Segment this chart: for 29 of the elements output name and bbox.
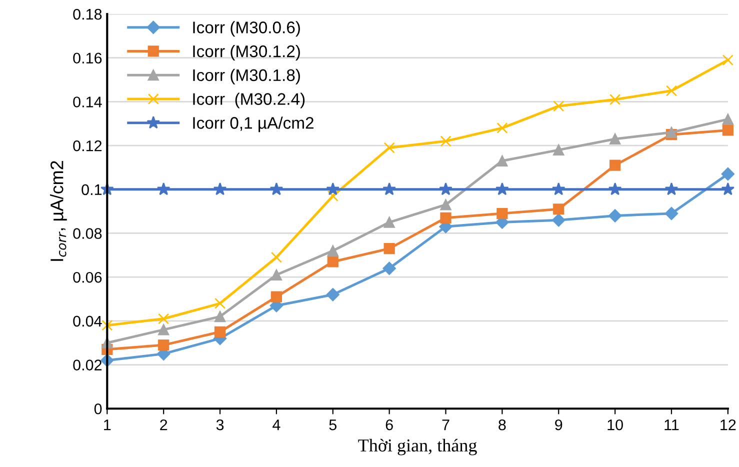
x-axis-title: Thời gian, tháng bbox=[358, 438, 477, 456]
y-axis-title: I$_{corr}$, µA/cm2 bbox=[50, 161, 67, 261]
y-tick-label: 0.16 bbox=[73, 52, 102, 64]
x-tick-label: 8 bbox=[498, 419, 506, 430]
y-tick-label: 0.12 bbox=[73, 140, 102, 152]
x-tick-label: 9 bbox=[555, 419, 562, 430]
y-tick-label: 0.06 bbox=[73, 272, 102, 283]
y-tick-label: 0 bbox=[94, 403, 102, 414]
legend-label: Icorr (M30.1.2) bbox=[193, 44, 300, 61]
y-tick-label: 0.14 bbox=[73, 96, 102, 108]
y-tick-label: 0.08 bbox=[73, 228, 102, 239]
x-tick-label: 7 bbox=[442, 420, 450, 430]
legend-label: Icorr (M30.2.4) bbox=[193, 92, 305, 108]
x-tick-label: 3 bbox=[216, 419, 224, 430]
y-tick-label: 0.18 bbox=[73, 8, 102, 20]
x-tick-label: 2 bbox=[160, 419, 168, 430]
legend-label: Icorr 0,1 µA/cm2 bbox=[193, 116, 314, 132]
y-tick-label: 0.04 bbox=[73, 316, 102, 327]
x-tick-label: 10 bbox=[608, 419, 623, 430]
x-tick-label: 1 bbox=[104, 420, 111, 430]
y-tick-label: 0.1 bbox=[82, 184, 102, 196]
y-tick-label: 0.02 bbox=[73, 360, 102, 370]
x-tick-label: 6 bbox=[386, 419, 393, 430]
x-tick-label: 4 bbox=[272, 420, 280, 430]
x-tick-label: 12 bbox=[720, 419, 736, 430]
legend-label: Icorr (M30.0.6) bbox=[193, 21, 300, 37]
x-tick-label: 11 bbox=[664, 420, 679, 430]
legend-label: Icorr (M30.1.8) bbox=[193, 68, 300, 84]
x-tick-label: 5 bbox=[329, 420, 336, 430]
